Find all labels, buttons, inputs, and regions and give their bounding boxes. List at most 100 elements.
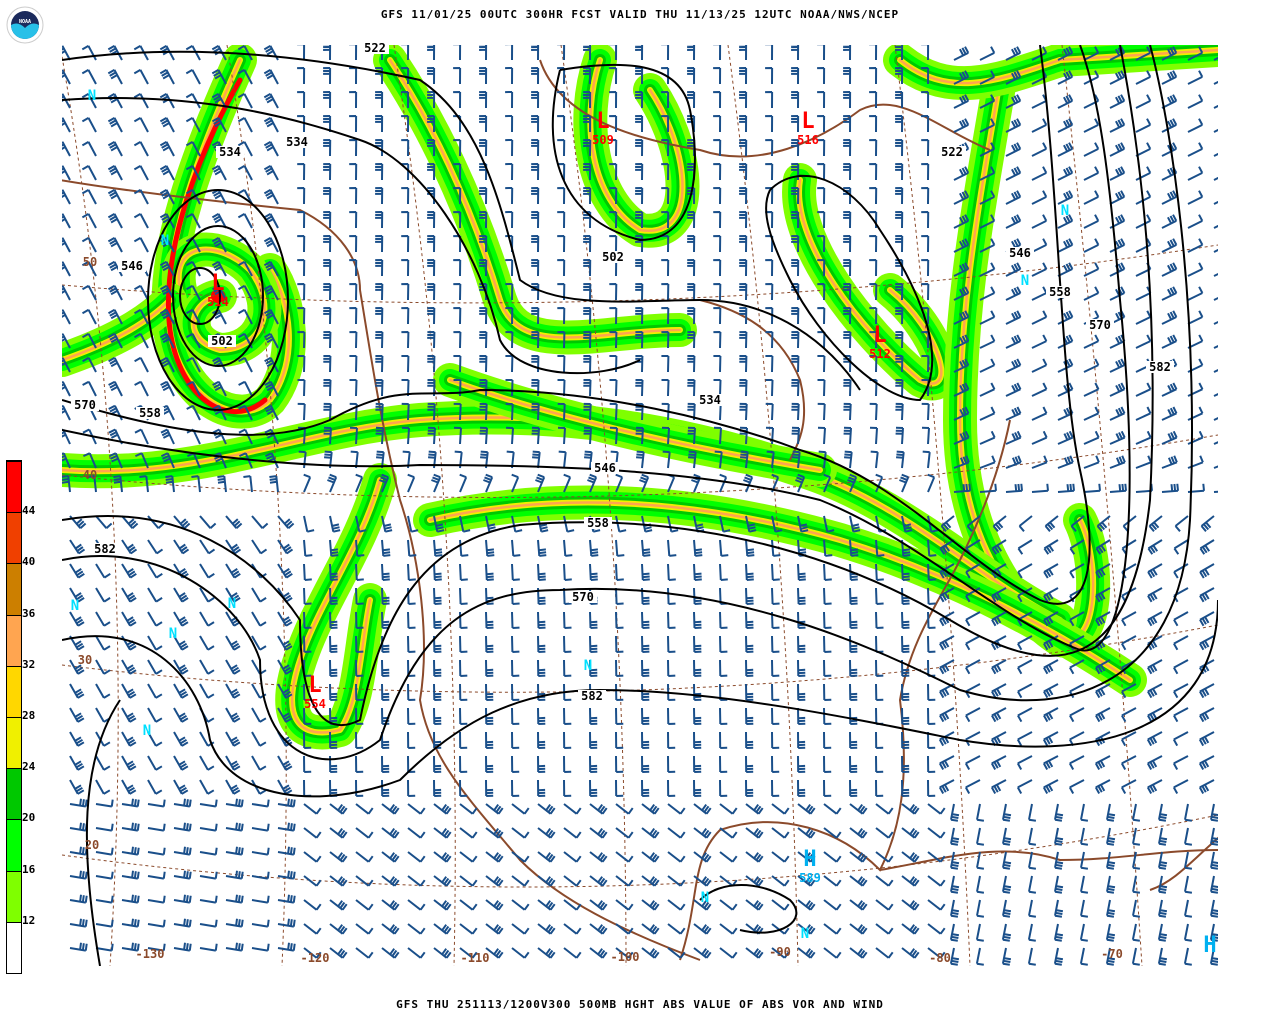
wind-barb [771, 779, 780, 797]
height-contour [62, 45, 1091, 605]
noaa-logo: NOAA [6, 6, 44, 44]
wind-barb [1187, 430, 1204, 445]
wind-barb [323, 355, 332, 373]
wind-barb [479, 355, 488, 373]
wind-barb [797, 611, 806, 629]
wind-barb [1135, 70, 1152, 85]
wind-barb [1043, 563, 1059, 579]
wind-barb [237, 165, 253, 181]
wind-barb [199, 755, 215, 771]
wind-barb [587, 473, 598, 493]
wind-barb [121, 779, 137, 795]
wind-barb [1083, 358, 1100, 373]
wind-barb [823, 947, 842, 959]
wind-barb [407, 875, 426, 887]
logo-text: NOAA [19, 19, 31, 25]
wind-barb [1005, 190, 1022, 205]
wind-barb [1158, 875, 1168, 894]
wind-barb [355, 851, 374, 863]
wind-barb [615, 683, 624, 701]
wind-barb [263, 237, 279, 253]
wind-barb [251, 731, 267, 747]
colorbar-swatch [7, 921, 21, 973]
wind-barb [69, 635, 85, 651]
wind-barb [739, 355, 748, 373]
wind-barb [225, 731, 241, 747]
wind-barb [1199, 707, 1215, 723]
wind-barb [719, 803, 738, 815]
wind-barb [1057, 166, 1074, 181]
wind-barb [765, 259, 774, 277]
wind-barb [589, 755, 598, 773]
wind-barb [355, 731, 364, 749]
wind-barb [1031, 430, 1048, 445]
wind-barb [264, 284, 279, 301]
wind-barb [557, 187, 566, 205]
wind-barb [303, 875, 322, 887]
wind-barb [199, 919, 218, 928]
wind-barb [719, 539, 729, 557]
wind-barb [823, 731, 832, 749]
wind-barb [1109, 142, 1126, 157]
wind-barb [147, 587, 163, 603]
wind-barb [739, 91, 748, 109]
wind-barb [1199, 539, 1215, 555]
wind-barb [505, 45, 514, 61]
wind-barb [817, 91, 826, 109]
wind-barb [1158, 827, 1168, 846]
wind-barb [459, 731, 468, 749]
wind-barb [62, 213, 71, 229]
wind-barb [1132, 803, 1141, 822]
contour-label-bg [1006, 247, 1034, 259]
contour-label: 582 [581, 689, 603, 703]
wind-barb [713, 187, 722, 205]
wind-barb [133, 69, 149, 85]
height-contour [147, 189, 290, 411]
wind-barb [531, 139, 540, 157]
wind-barb [69, 659, 85, 675]
wind-barb [1106, 827, 1116, 846]
wind-barb [459, 659, 468, 677]
wind-barb [899, 473, 910, 493]
wind-barb [635, 426, 644, 445]
wind-barb [160, 452, 175, 469]
wind-barb [927, 587, 936, 605]
wind-barb [976, 827, 985, 846]
wind-barb [303, 611, 312, 629]
wind-barb [557, 402, 566, 421]
wind-barb [557, 235, 566, 253]
wind-barb [771, 683, 780, 701]
wind-barb [719, 659, 728, 677]
wind-barb [869, 187, 878, 205]
wind-barb [121, 731, 137, 747]
wind-barb [531, 355, 540, 373]
wind-barb [1043, 587, 1059, 603]
wind-barb [635, 355, 644, 373]
wind-barb [537, 803, 556, 815]
wind-barb [297, 355, 306, 373]
wind-barb [531, 426, 540, 445]
wind-barb [1028, 851, 1037, 870]
wind-barb [739, 307, 748, 325]
wind-barb [401, 402, 410, 421]
wind-barb [745, 899, 764, 911]
wind-barb [427, 163, 436, 181]
wind-barb [511, 923, 530, 935]
wind-barb [407, 851, 426, 863]
contour-label-bg [591, 462, 619, 474]
wind-barb [1043, 707, 1059, 723]
wind-barb [797, 827, 816, 839]
wind-barb [62, 237, 71, 253]
wind-barb [739, 115, 748, 133]
wind-barb [1002, 851, 1012, 870]
wind-barb [303, 731, 312, 749]
map-caption: GFS THU 251113/1200V300 500MB HGHT ABS V… [396, 998, 884, 1011]
wind-barb [81, 165, 97, 181]
wind-barb [1135, 455, 1152, 469]
wind-barb [95, 799, 114, 808]
wind-barb [953, 166, 970, 181]
wind-barb [531, 45, 540, 61]
wind-barb [823, 755, 832, 773]
wind-barb [589, 731, 598, 749]
wind-barb [199, 779, 215, 795]
